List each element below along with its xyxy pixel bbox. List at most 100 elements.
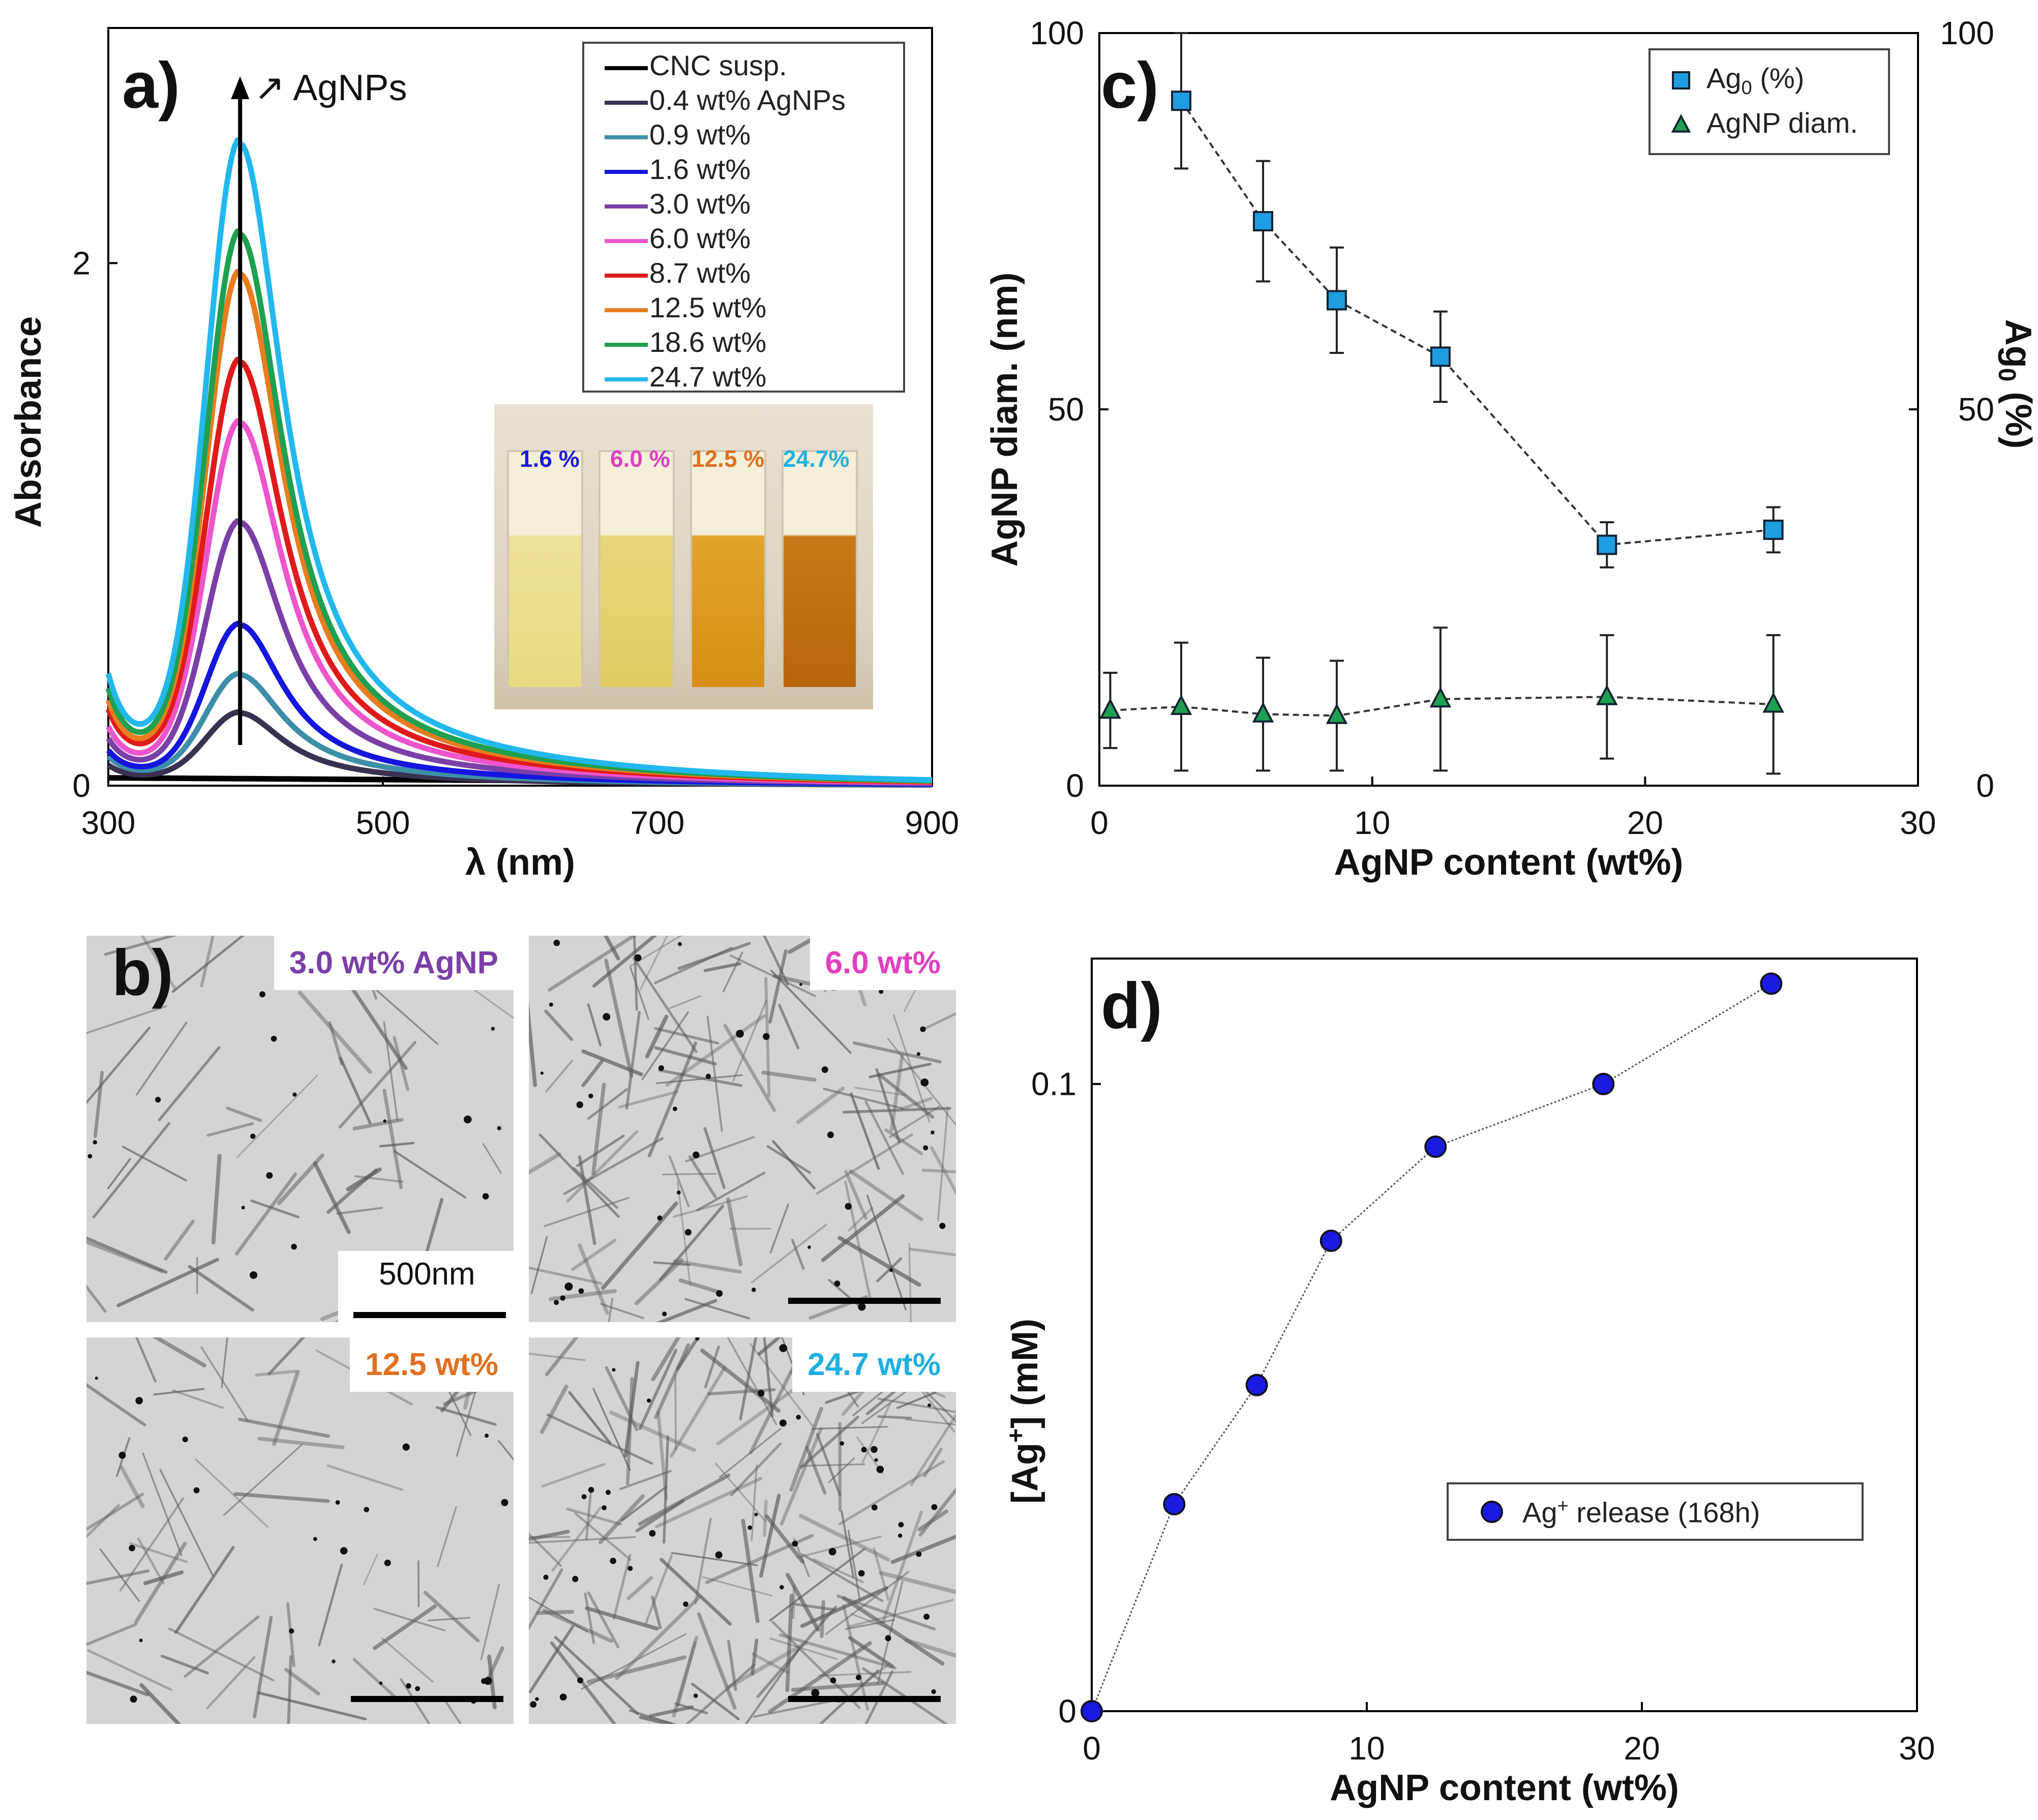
silver-nanoparticle: [874, 1458, 878, 1462]
cellulose-fiber: [707, 1388, 776, 1396]
silver-nanoparticle: [662, 1311, 667, 1317]
cellulose-fiber: [921, 1169, 956, 1174]
silver-nanoparticle: [705, 1073, 711, 1079]
cellulose-fiber: [326, 1464, 404, 1491]
cellulose-fiber: [739, 1337, 758, 1421]
cellulose-fiber: [768, 1641, 872, 1714]
cellulose-fiber: [601, 1201, 678, 1290]
scale-bar: [351, 1696, 503, 1702]
cellulose-fiber: [428, 1617, 470, 1622]
cellulose-fiber: [86, 1236, 168, 1274]
cellulose-fiber: [651, 1337, 681, 1382]
y-axis-title: [Ag+] (mM): [1003, 1319, 1045, 1504]
cellulose-fiber: [818, 1669, 880, 1724]
x-tick-label: 30: [1900, 804, 1936, 841]
silver-nanoparticle: [540, 1071, 544, 1075]
cellulose-fiber: [748, 1360, 798, 1455]
silver-nanoparticle: [118, 1451, 126, 1459]
cellulose-fiber: [723, 1024, 776, 1112]
cellulose-fiber: [538, 1133, 620, 1218]
silver-nanoparticle: [588, 1487, 594, 1493]
cellulose-fiber: [86, 1005, 167, 1034]
cellulose-fiber: [576, 1135, 625, 1167]
cellulose-fiber: [548, 936, 638, 992]
silver-nanoparticle: [501, 1499, 508, 1506]
silver-nanoparticle: [931, 1130, 935, 1135]
vial-label-4: 24.7%: [783, 445, 850, 472]
cellulose-fiber: [373, 1607, 446, 1631]
silver-nanoparticle: [796, 1415, 801, 1420]
cellulose-fiber: [655, 1477, 763, 1529]
cellulose-fiber: [796, 1535, 882, 1559]
cellulose-fiber: [842, 1604, 870, 1711]
cellulose-fiber: [759, 1494, 781, 1578]
cellulose-fiber: [889, 1106, 940, 1138]
cellulose-fiber: [152, 1337, 207, 1368]
cellulose-fiber: [629, 936, 682, 967]
silver-nanoparticle: [861, 1447, 867, 1453]
legend-marker: [1481, 1501, 1503, 1523]
fiber-texture: [529, 1337, 956, 1724]
cellulose-fiber: [435, 1406, 497, 1426]
cellulose-fiber: [732, 1000, 767, 1082]
cellulose-fiber: [823, 1087, 904, 1110]
silver-nanoparticle: [402, 1443, 410, 1451]
cellulose-fiber: [763, 1337, 774, 1418]
cuvette-2: [598, 450, 675, 689]
silver-nanoparticle: [415, 1686, 421, 1691]
silver-nanoparticle: [588, 1093, 593, 1098]
silver-nanoparticle: [736, 1029, 744, 1038]
cellulose-fiber: [581, 1049, 643, 1077]
silver-nanoparticle: [920, 1026, 926, 1032]
silver-nanoparticle: [155, 1096, 161, 1103]
silver-nanoparticle: [889, 1268, 893, 1272]
vial-label-2: 6.0 %: [610, 445, 670, 472]
legend-swatch: [605, 66, 648, 70]
cellulose-fiber: [769, 1203, 789, 1254]
cellulose-fiber: [771, 1621, 861, 1709]
cellulose-fiber: [877, 1580, 904, 1685]
cellulose-fiber: [727, 1640, 808, 1689]
ag0-diameter-chart: 0 10 20 30 0 50 100 0 50 100 AgNP content (wt%) AgN…: [984, 15, 2038, 883]
cellulose-fiber: [587, 1003, 602, 1047]
cellulose-fiber: [703, 962, 742, 972]
cellulose-fiber: [529, 1568, 563, 1631]
legend-label: 0.4 wt% AgNPs: [649, 84, 846, 116]
cellulose-fiber: [848, 1636, 894, 1668]
legend-label: 8.7 wt%: [649, 257, 751, 289]
silver-nanoparticle: [491, 1027, 495, 1031]
silver-nanoparticle: [572, 1575, 579, 1583]
cellulose-fiber: [864, 1662, 891, 1684]
cellulose-fiber: [200, 936, 215, 988]
cellulose-fiber: [587, 1088, 628, 1120]
legend-swatch: [605, 204, 648, 208]
legend-label: 18.6 wt%: [649, 326, 767, 358]
cellulose-fiber: [866, 1195, 907, 1310]
silver-nanoparticle: [332, 1659, 336, 1663]
data-point-triangle: [1762, 692, 1784, 713]
silver-nanoparticle: [549, 1002, 553, 1007]
data-point-triangle: [1326, 703, 1348, 724]
legend-swatch: [605, 101, 648, 105]
silver-nanoparticle: [463, 1115, 472, 1124]
silver-nanoparticle: [576, 1101, 583, 1109]
silver-nanoparticle: [898, 1521, 904, 1528]
cellulose-fiber: [253, 1616, 273, 1718]
silver-nanoparticle: [577, 1677, 584, 1684]
cellulose-fiber: [918, 1387, 955, 1433]
cellulose-fiber: [352, 1118, 404, 1131]
silver-nanoparticle: [799, 982, 803, 986]
silver-nanoparticle: [758, 1390, 765, 1397]
cellulose-fiber: [901, 1097, 933, 1111]
fiber-texture: [86, 1337, 514, 1724]
legend-marker: [1672, 71, 1690, 89]
cellulose-fiber: [818, 1671, 911, 1677]
cuvette-4: [782, 450, 858, 689]
silver-nanoparticle: [564, 1282, 573, 1291]
data-point-circle: [1320, 1230, 1342, 1252]
cellulose-fiber: [779, 1633, 897, 1670]
cellulose-fiber: [598, 1494, 645, 1544]
cellulose-fiber: [287, 1655, 292, 1724]
cellulose-fiber: [905, 1418, 956, 1426]
cellulose-fiber: [673, 1195, 748, 1218]
